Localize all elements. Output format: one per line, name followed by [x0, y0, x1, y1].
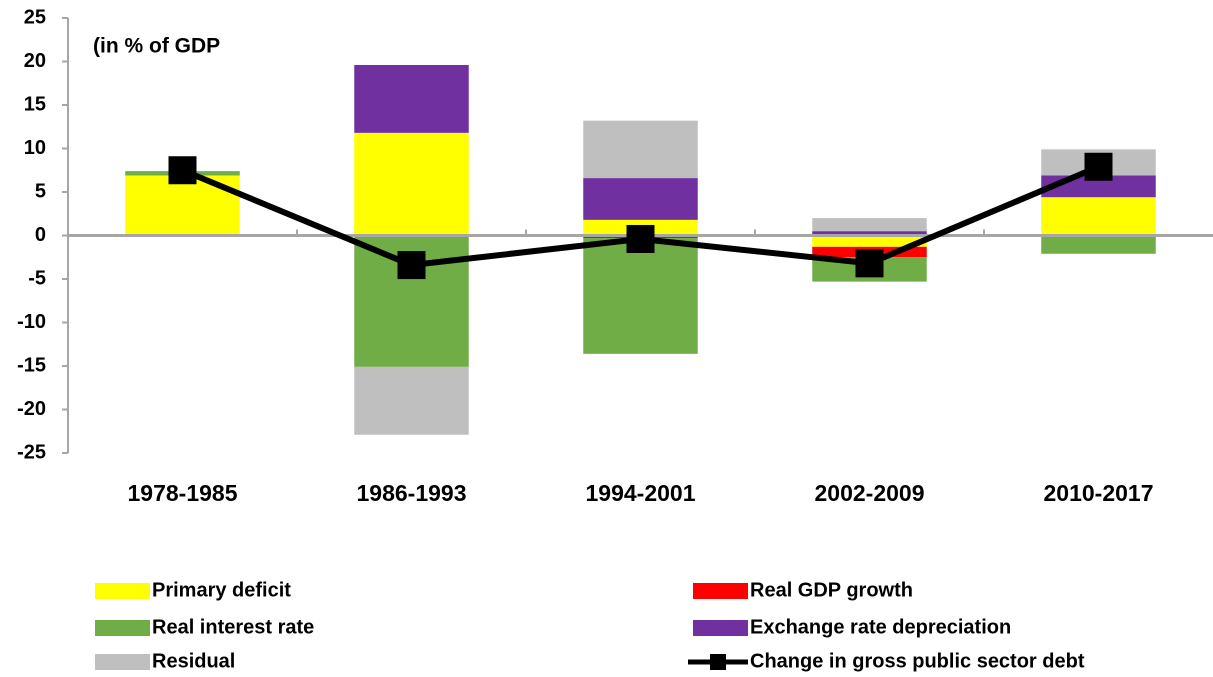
legend-label: Residual: [152, 650, 235, 672]
legend-label: Primary deficit: [152, 579, 291, 601]
x-tick-label: 2002-2009: [815, 480, 925, 506]
annotation: (in % of GDP: [93, 35, 220, 58]
y-tick-label: -25: [17, 441, 46, 463]
y-tick-label: -20: [17, 398, 46, 420]
y-tick-label: 0: [35, 224, 46, 246]
y-tick-label: -5: [28, 267, 46, 289]
x-tick-label: 1978-1985: [128, 480, 238, 506]
bar-segment: [354, 366, 469, 435]
legend-marker: [710, 654, 726, 670]
x-tick-label: 2010-2017: [1044, 480, 1154, 506]
marker: [1084, 152, 1113, 181]
y-tick-label: 25: [24, 6, 46, 28]
legend-label: Change in gross public sector debt: [750, 650, 1085, 672]
legend-label: Real GDP growth: [750, 579, 913, 601]
legend-swatch: [95, 620, 150, 636]
y-tick-label: 15: [24, 93, 46, 115]
bar-segment: [354, 132, 469, 236]
marker: [397, 251, 426, 280]
bar-segment: [1041, 197, 1156, 236]
bar-segment: [812, 235, 927, 247]
y-tick-label: -10: [17, 311, 46, 333]
marker: [626, 224, 655, 253]
x-tick-label: 1994-2001: [586, 480, 696, 506]
legend-label: Exchange rate depreciation: [750, 616, 1011, 638]
legend-label: Real interest rate: [152, 616, 314, 638]
y-tick-label: 10: [24, 137, 46, 159]
x-tick-label: 1986-1993: [357, 480, 467, 506]
y-tick-label: 5: [35, 180, 46, 202]
bar-segment: [583, 178, 698, 220]
bar-segment: [812, 218, 927, 232]
legend-swatch: [95, 654, 150, 670]
legend-swatch: [95, 583, 150, 599]
bar-segment: [812, 231, 927, 236]
bar-segment: [583, 120, 698, 179]
bar-segment: [583, 238, 698, 354]
bar-segment: [1041, 235, 1156, 254]
y-tick-label: 20: [24, 50, 46, 72]
marker: [168, 156, 197, 185]
marker: [855, 249, 884, 278]
y-tick-label: -15: [17, 354, 46, 376]
legend-swatch: [693, 620, 748, 636]
legend-swatch: [693, 583, 748, 599]
bar-segment: [354, 64, 469, 133]
